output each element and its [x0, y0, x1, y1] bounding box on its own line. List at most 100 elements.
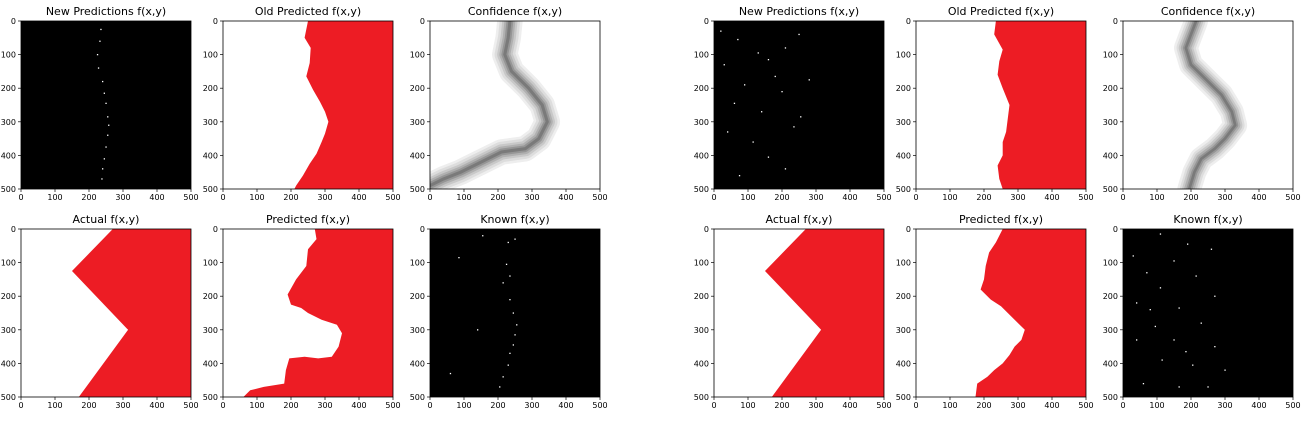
confidence-band-6 [430, 21, 549, 188]
y-tick-label: 0 [213, 17, 218, 26]
axes-frame [20, 20, 192, 190]
sample-point [516, 324, 518, 326]
y-tick-label: 400 [694, 359, 709, 368]
confidence-band-6 [1184, 21, 1237, 189]
sample-point [1187, 243, 1189, 245]
x-tick-label: 300 [317, 193, 332, 202]
sample-point [1178, 307, 1180, 309]
x-tick-label: 300 [1217, 401, 1232, 410]
x-tick-label: 0 [711, 401, 716, 410]
x-tick-label: 0 [427, 193, 432, 202]
sample-point [514, 238, 516, 240]
sample-point [458, 257, 460, 259]
sample-point [1224, 369, 1226, 371]
y-tick-label: 200 [1, 292, 16, 301]
x-tick-label: 300 [524, 193, 539, 202]
y-tick-label: 200 [896, 292, 911, 301]
x-tick-label: 300 [1010, 401, 1025, 410]
x-tick-label: 300 [1217, 193, 1232, 202]
y-tick-label: 200 [203, 292, 218, 301]
y-tick-label: 500 [896, 185, 911, 194]
y-tick-label: 300 [896, 326, 911, 335]
chart-panel-7: Actual f(x,y)0 100 200 300 400 50001002003004… [1, 213, 199, 410]
x-tick-label: 400 [558, 193, 573, 202]
y-tick-label: 100 [896, 51, 911, 60]
chart-title: New Predictions f(x,y) [739, 5, 859, 18]
y-tick-label: 0 [704, 17, 709, 26]
sample-point [102, 80, 104, 83]
x-tick-label: 0 [220, 401, 225, 410]
x-tick-label: 200 [283, 401, 298, 410]
x-tick-label: 300 [115, 401, 130, 410]
x-tick-label: 500 [1078, 401, 1093, 410]
x-tick-label: 500 [1285, 193, 1300, 202]
sample-point [1195, 275, 1197, 277]
sample-point [105, 146, 107, 148]
sample-point [757, 52, 759, 54]
y-tick-label: 400 [1, 359, 16, 368]
x-tick-label: 400 [149, 193, 164, 202]
axes-frame [1122, 228, 1294, 398]
chart-title: Known f(x,y) [480, 213, 549, 226]
sample-point [482, 235, 484, 237]
sample-point [1173, 339, 1175, 341]
sample-point [1159, 287, 1162, 289]
y-tick-label: 0 [420, 17, 425, 26]
x-tick-label: 500 [592, 401, 607, 410]
y-tick-label: 500 [896, 393, 911, 402]
x-tick-label: 200 [1183, 193, 1198, 202]
x-tick-label: 500 [876, 193, 891, 202]
sample-point [449, 372, 452, 375]
x-tick-label: 400 [1044, 401, 1059, 410]
x-tick-label: 0 [1120, 401, 1125, 410]
x-tick-label: 100 [1149, 193, 1164, 202]
chart-panel-2: Old Predicted f(x,y)0 100 200 300 400 5000100… [203, 5, 401, 202]
predicted-region [294, 21, 393, 189]
x-tick-label: 200 [81, 193, 96, 202]
y-tick-label: 300 [1103, 118, 1118, 127]
sample-point [512, 344, 514, 346]
x-tick-label: 400 [1251, 401, 1266, 410]
plot-area [223, 21, 393, 189]
sample-point [107, 134, 109, 136]
y-tick-label: 300 [694, 118, 709, 127]
y-tick-label: 0 [11, 17, 16, 26]
chart-title: Old Predicted f(x,y) [255, 5, 361, 18]
plot-area [916, 229, 1086, 397]
y-tick-label: 500 [1103, 185, 1118, 194]
x-tick-label: 500 [385, 401, 400, 410]
sample-point [1149, 309, 1151, 311]
x-tick-label: 400 [351, 401, 366, 410]
sample-point [1154, 325, 1156, 328]
sample-point [1200, 322, 1202, 324]
y-tick-label: 500 [410, 185, 425, 194]
plot-area [21, 229, 191, 397]
sample-point [727, 131, 729, 133]
y-tick-label: 400 [1103, 359, 1118, 368]
y-tick-label: 100 [1, 259, 16, 268]
sample-point [781, 91, 783, 93]
chart-panel-5: Old Predicted f(x,y)0 100 200 300 400 5000100… [896, 5, 1094, 202]
predicted-region [975, 229, 1086, 397]
x-tick-label: 300 [808, 193, 823, 202]
plot-background [21, 21, 191, 189]
y-tick-label: 500 [694, 393, 709, 402]
y-tick-label: 200 [694, 84, 709, 93]
chart-title: Predicted f(x,y) [959, 213, 1043, 226]
x-tick-label: 500 [183, 193, 198, 202]
chart-title: Predicted f(x,y) [266, 213, 350, 226]
y-tick-label: 500 [694, 185, 709, 194]
sample-point [1159, 233, 1162, 235]
x-tick-label: 200 [976, 193, 991, 202]
plot-background [1123, 229, 1293, 397]
y-tick-label: 0 [906, 17, 911, 26]
sample-point [767, 59, 770, 61]
y-tick-label: 0 [11, 225, 16, 234]
sample-point [502, 282, 504, 284]
x-tick-label: 0 [427, 401, 432, 410]
y-tick-label: 200 [410, 292, 425, 301]
sample-point [102, 168, 104, 170]
y-tick-label: 0 [213, 225, 218, 234]
sample-point [509, 275, 511, 277]
y-tick-label: 500 [1, 393, 16, 402]
